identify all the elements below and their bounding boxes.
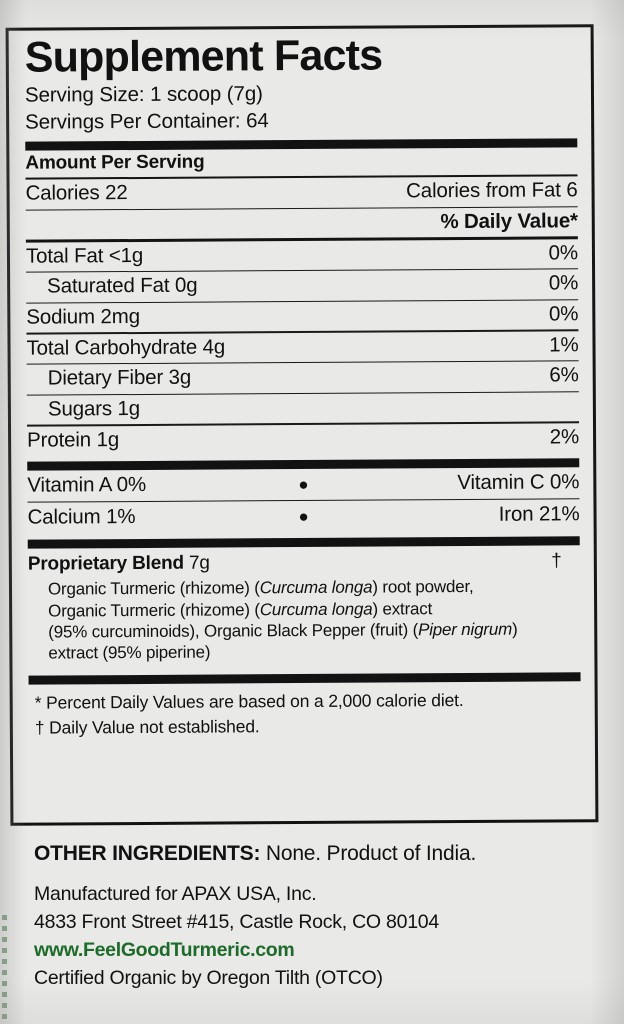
nutrient-dv: 0%: [548, 302, 579, 326]
amount-per-serving-header: Amount Per Serving: [25, 151, 205, 174]
vitamin-right-value: Iron 21%: [498, 502, 580, 527]
vitamin-right-value: Vitamin C 0%: [457, 470, 580, 495]
nutrient-row: Sugars 1g: [27, 392, 579, 425]
calories-row: Calories 22 Calories from Fat 6: [25, 177, 578, 210]
vitamin-left-value: Vitamin A 0%: [27, 472, 147, 497]
nutrient-dv: 0%: [548, 271, 579, 295]
website-link[interactable]: www.FeelGoodTurmeric.com: [34, 939, 295, 962]
proprietary-blend-amount: 7g: [188, 553, 210, 575]
footnote-percent-daily-value: * Percent Daily Values are based on a 2,…: [34, 689, 464, 713]
bullet-separator-icon: ●: [298, 507, 309, 527]
other-ingredients-value: None. Product of India.: [260, 842, 477, 865]
vitamin-left-value: Calcium 1%: [27, 505, 136, 530]
nutrient-label: Protein 1g: [27, 427, 120, 452]
nutrient-dv: 6%: [549, 363, 579, 387]
bullet-separator-icon: ●: [298, 474, 309, 494]
ingredient-line: extract (95% piperine): [48, 642, 211, 663]
nutrient-row: Total Fat <1g 0%: [26, 239, 578, 272]
nutrient-label: Dietary Fiber 3g: [47, 366, 192, 390]
nutrient-label: Sugars 1g: [47, 397, 141, 421]
certification-line: Certified Organic by Oregon Tilth (OTCO): [34, 967, 383, 990]
servings-per-container-text: Servings Per Container: 64: [25, 109, 269, 134]
other-ingredients-line: OTHER INGREDIENTS: None. Product of Indi…: [34, 842, 604, 866]
nutrient-row: Protein 1g 2%: [27, 423, 579, 456]
ingredient-line: Organic Turmeric (rhizome) (Curcuma long…: [48, 598, 433, 621]
nutrient-row: Saturated Fat 0g 0%: [26, 270, 578, 303]
manufactured-for-line: Manufactured for APAX USA, Inc.: [34, 883, 317, 905]
nutrient-row: Dietary Fiber 3g 6%: [27, 362, 579, 395]
serving-size-text: Serving Size: 1 scoop (7g): [24, 82, 263, 107]
other-ingredients-label: OTHER INGREDIENTS:: [34, 842, 261, 865]
proprietary-blend-ingredients: Organic Turmeric (rhizome) (Curcuma long…: [28, 574, 581, 670]
dagger-symbol-icon: †: [551, 550, 562, 572]
footnotes-block: * Percent Daily Values are based on a 2,…: [29, 681, 581, 740]
supplement-facts-panel: Supplement Facts Serving Size: 1 scoop (…: [5, 24, 599, 826]
ingredient-line: (95% curcuminoids), Organic Black Pepper…: [48, 619, 518, 642]
calories-label: Calories 22: [25, 181, 128, 206]
address-line: 4833 Front Street #415, Castle Rock, CO …: [34, 911, 439, 934]
nutrient-row: Sodium 2mg 0%: [26, 300, 578, 333]
nutrient-dv: 0%: [548, 240, 579, 265]
nutrient-row: Total Carbohydrate 4g 1%: [26, 331, 578, 364]
nutrient-dv: 1%: [549, 333, 579, 357]
page-title: Supplement Facts: [24, 31, 383, 82]
proprietary-blend-header: Proprietary Blend 7g †: [28, 546, 580, 577]
nutrient-label: Total Carbohydrate 4g: [26, 335, 226, 360]
label-edge-marking: [2, 915, 7, 1020]
ingredient-line: Organic Turmeric (rhizome) (Curcuma long…: [47, 577, 474, 600]
footnote-daily-value-not-established: † Daily Value not established.: [34, 715, 260, 738]
nutrient-label: Sodium 2mg: [26, 305, 140, 329]
below-panel-block: OTHER INGREDIENTS: None. Product of Indi…: [34, 842, 604, 992]
vitamin-row: Vitamin A 0% ● Vitamin C 0%: [27, 467, 579, 501]
proprietary-blend-name: Proprietary Blend 7g: [27, 553, 210, 576]
nutrient-label: Total Fat <1g: [25, 243, 144, 268]
calories-from-fat-value: Calories from Fat 6: [406, 178, 578, 203]
daily-value-header: % Daily Value*: [440, 209, 578, 234]
nutrient-label: Saturated Fat 0g: [47, 273, 198, 298]
vitamin-row: Calcium 1% ● Iron 21%: [27, 500, 579, 534]
nutrient-dv: 2%: [549, 425, 580, 449]
